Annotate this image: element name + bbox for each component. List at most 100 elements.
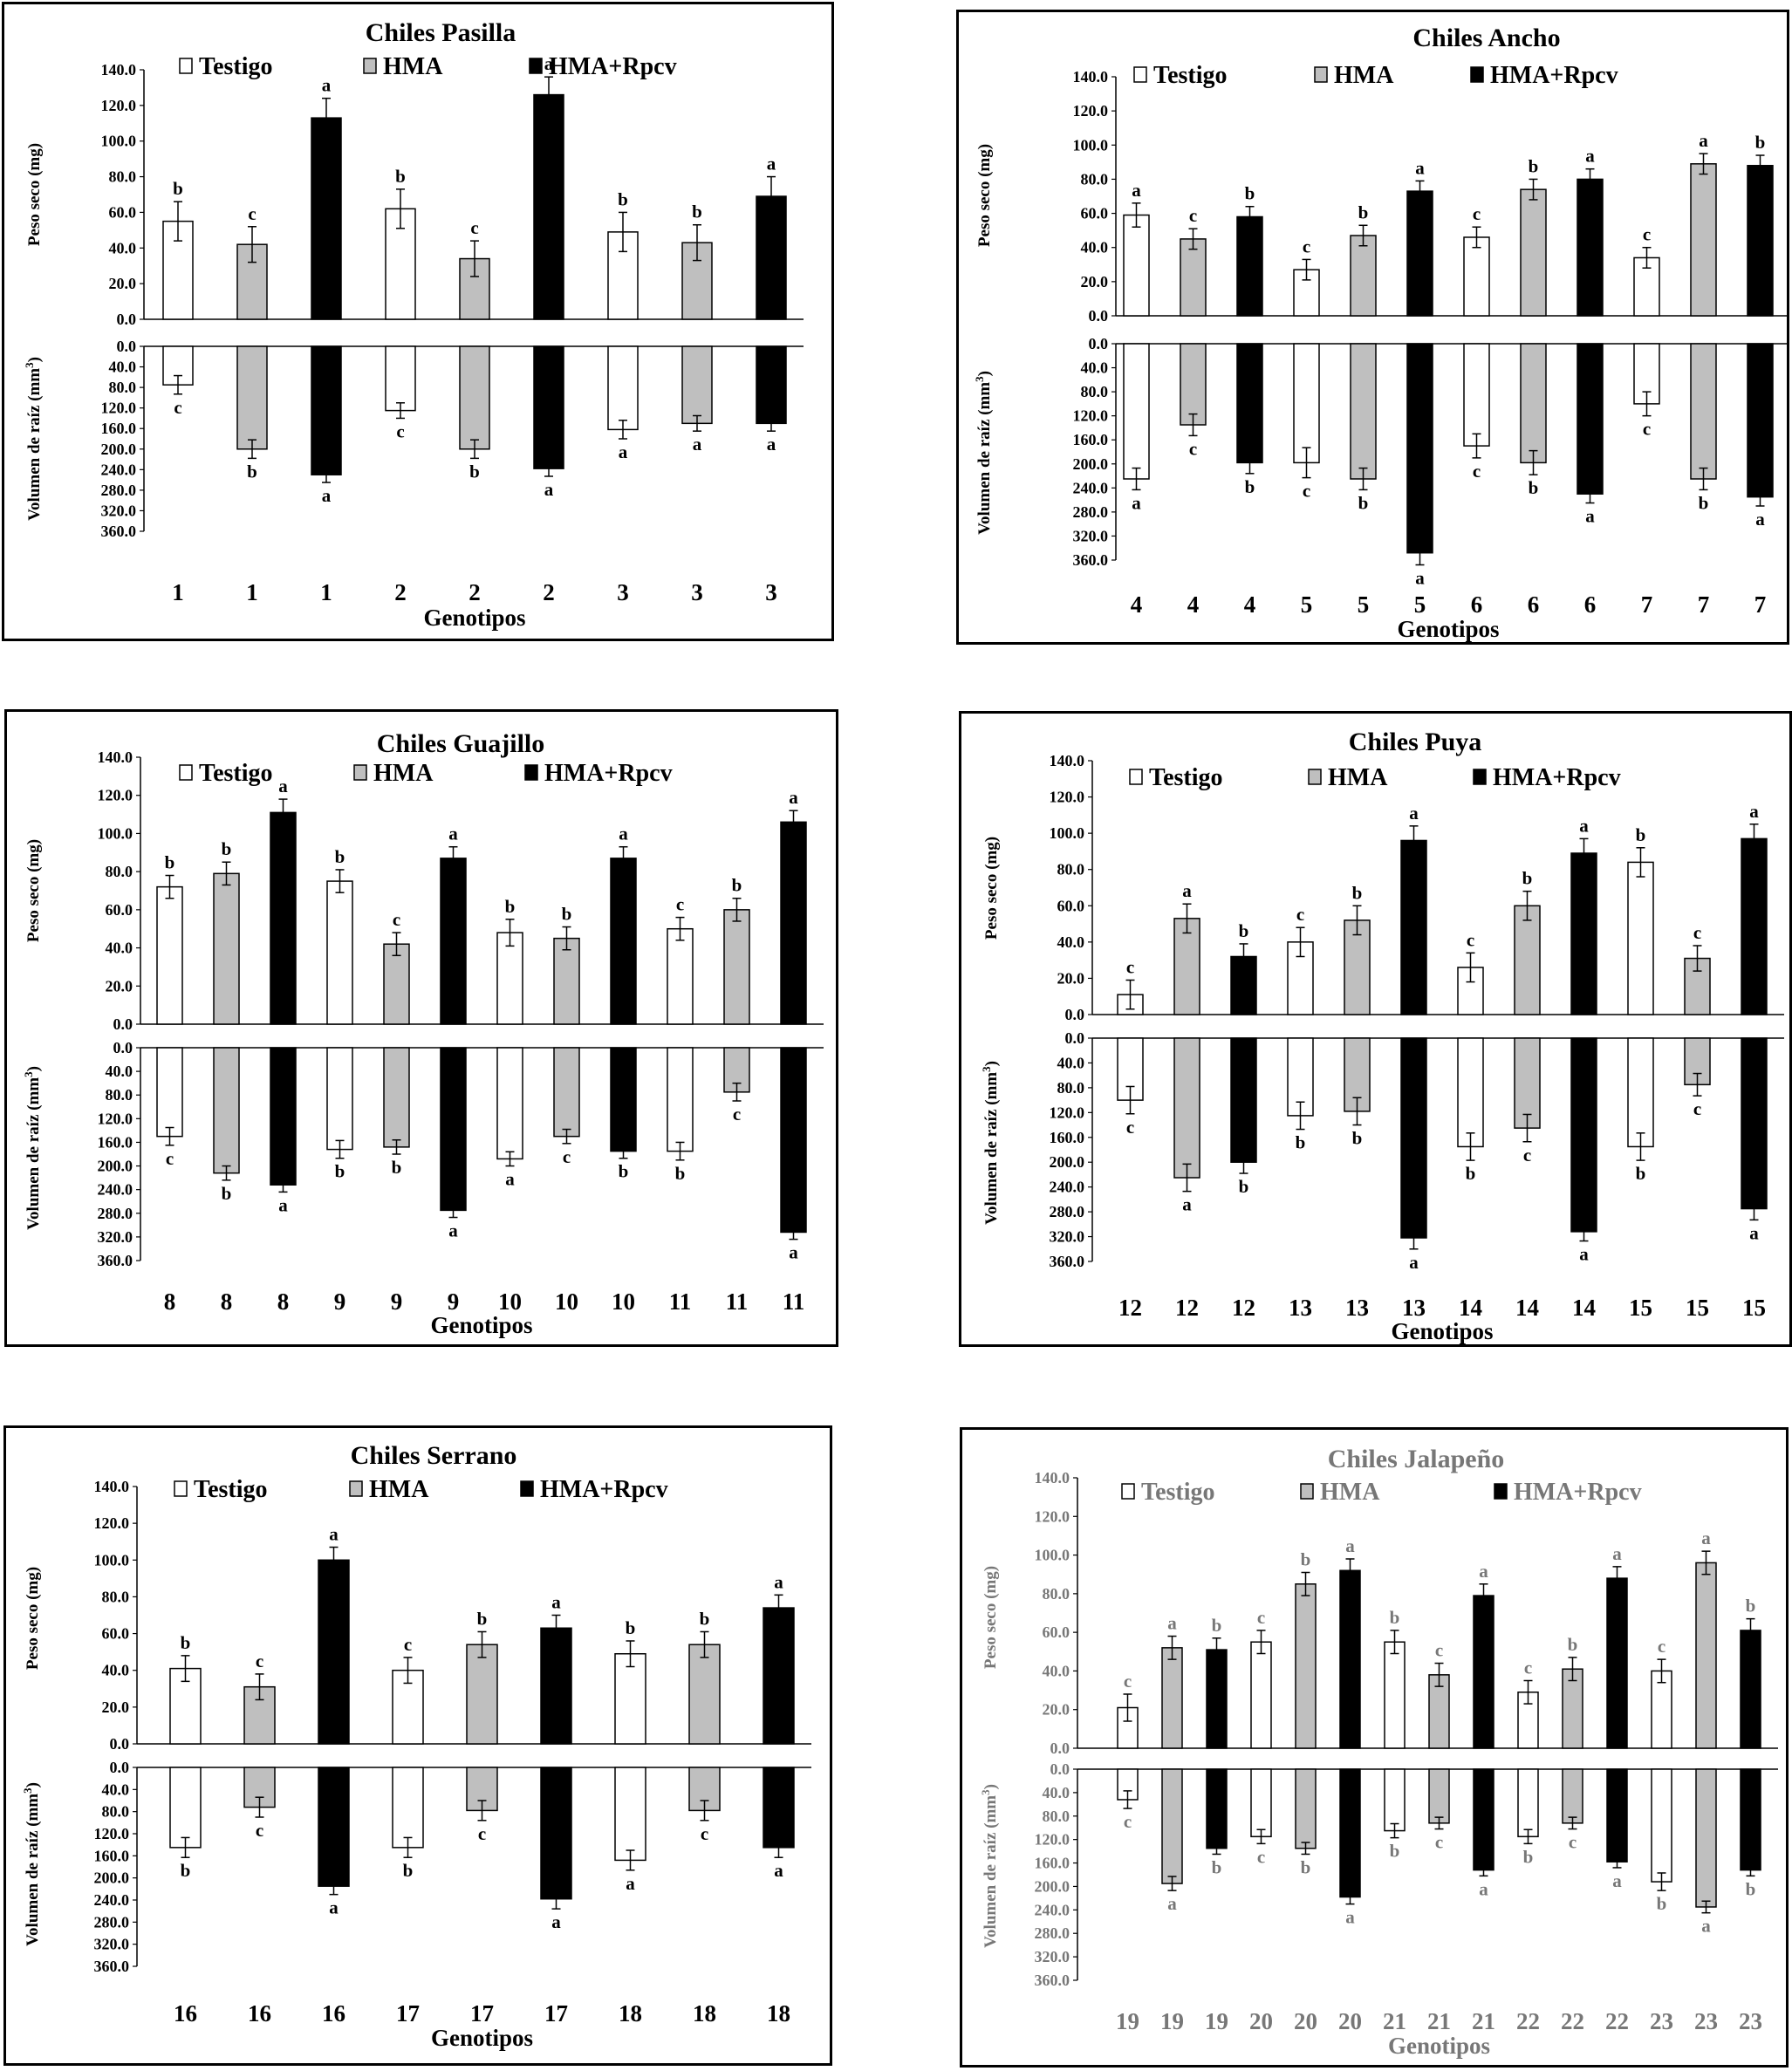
bar-peso-seco (156, 885, 183, 1025)
sig-letter-volumen-raiz: a (789, 1242, 798, 1263)
legend-swatch-1 (349, 1480, 363, 1497)
x-tick-label: 13 (1402, 1295, 1426, 1321)
bottom-y-tick-label: 120.0 (98, 1110, 133, 1127)
bottom-y-tick-label: 80.0 (106, 1086, 133, 1104)
bar-peso-seco (1606, 1577, 1628, 1749)
top-y-tick-label: 60.0 (106, 901, 133, 919)
x-tick-label: 21 (1427, 2008, 1451, 2034)
bottom-y-tick-label: 200.0 (1035, 1877, 1070, 1895)
sig-letter-peso-seco: c (248, 203, 256, 224)
bottom-y-tick-label: 200.0 (1073, 455, 1109, 473)
sig-letter-peso-seco: b (335, 846, 345, 867)
bar-volumen-raiz (1457, 1037, 1484, 1148)
x-tick-label: 5 (1358, 591, 1370, 618)
sig-letter-peso-seco: a (1612, 1543, 1622, 1564)
bottom-y-tick-label: 160.0 (101, 420, 137, 437)
bar-peso-seco (780, 821, 807, 1025)
chart-title: Chiles Guajillo (377, 729, 545, 758)
bar-peso-seco (1350, 235, 1377, 317)
sig-letter-volumen-raiz: c (563, 1146, 571, 1167)
sig-letter-volumen-raiz: c (1569, 1832, 1577, 1853)
bar-volumen-raiz (780, 1047, 807, 1234)
legend-label-2: HMA+Rpcv (1490, 62, 1618, 89)
bar-volumen-raiz (1384, 1768, 1406, 1832)
sig-letter-volumen-raiz: b (1657, 1893, 1667, 1914)
bottom-y-tick-label: 160.0 (1035, 1855, 1070, 1872)
bar-volumen-raiz (1339, 1768, 1361, 1898)
sig-letter-peso-seco: c (1189, 205, 1197, 226)
chart-title: Chiles Pasilla (366, 18, 516, 47)
bar-volumen-raiz (213, 1047, 240, 1174)
sig-letter-volumen-raiz: b (247, 461, 257, 482)
bar-volumen-raiz (763, 1767, 795, 1849)
top-y-tick-label: 20.0 (1057, 969, 1085, 987)
sig-letter-volumen-raiz: a (544, 479, 554, 500)
x-tick-label: 7 (1698, 591, 1710, 618)
bar-volumen-raiz (496, 1047, 523, 1160)
bar-volumen-raiz (1463, 343, 1490, 447)
sig-letter-peso-seco: a (1479, 1561, 1488, 1582)
bottom-y-tick-label: 40.0 (1057, 1054, 1085, 1071)
sig-letter-peso-seco: b (505, 896, 516, 917)
bar-peso-seco (1690, 163, 1717, 317)
sig-letter-volumen-raiz: b (181, 1860, 191, 1881)
bottom-y-tick-label: 320.0 (94, 1936, 130, 1953)
sig-letter-peso-seco: b (173, 178, 183, 199)
x-tick-label: 3 (691, 579, 703, 605)
x-tick-label: 8 (164, 1288, 176, 1315)
top-y-tick-label: 20.0 (1043, 1701, 1070, 1719)
sig-letter-volumen-raiz: a (626, 1873, 635, 1894)
bottom-y-tick-label: 240.0 (98, 1181, 133, 1199)
bar-volumen-raiz (1520, 343, 1547, 464)
bottom-y-tick-label: 280.0 (1050, 1203, 1085, 1220)
top-y-tick-label: 120.0 (1073, 102, 1109, 120)
bottom-y-tick-label: 240.0 (1050, 1179, 1085, 1196)
sig-letter-volumen-raiz: b (619, 1161, 629, 1182)
x-tick-label: 15 (1629, 1295, 1652, 1321)
bar-peso-seco (667, 927, 694, 1025)
sig-letter-peso-seco: c (1693, 922, 1701, 943)
legend-label-2: HMA+Rpcv (549, 53, 677, 80)
sig-letter-volumen-raiz: a (505, 1169, 515, 1190)
top-y-tick-label: 100.0 (94, 1551, 130, 1569)
bottom-y-tick-label: 0.0 (1050, 1760, 1070, 1778)
bar-volumen-raiz (1406, 343, 1433, 554)
sig-letter-volumen-raiz: a (322, 485, 332, 506)
sig-letter-volumen-raiz: a (1409, 1252, 1419, 1273)
bar-peso-seco (1473, 1595, 1494, 1749)
bottom-y-label: Volumen de raíz (mm3) (973, 371, 995, 535)
bar-peso-seco (1161, 1647, 1183, 1749)
x-tick-label: 13 (1289, 1295, 1312, 1321)
panel-chiles-puya: Chiles Puya Testigo HMA HMA+Rpcv 140.0 120.0 1… (959, 711, 1792, 1347)
bottom-y-tick-label: 280.0 (101, 482, 137, 499)
sig-letter-volumen-raiz: b (1301, 1856, 1311, 1877)
sig-letter-volumen-raiz: b (1358, 492, 1369, 513)
x-tick-label: 10 (612, 1288, 635, 1315)
sig-letter-peso-seco: a (1132, 180, 1141, 201)
bottom-y-tick-label: 120.0 (1050, 1104, 1085, 1121)
sig-letter-peso-seco: a (774, 1571, 783, 1592)
sig-letter-volumen-raiz: c (1435, 1832, 1443, 1853)
bottom-y-tick-label: 360.0 (1035, 1972, 1070, 1989)
x-tick-label: 11 (669, 1288, 692, 1315)
sig-letter-peso-seco: b (700, 1608, 710, 1629)
bar-peso-seco (1627, 861, 1654, 1015)
legend-label-1: HMA (1328, 764, 1388, 791)
top-y-tick-label: 100.0 (98, 824, 133, 842)
bottom-y-label: Volumen de raíz (mm3) (21, 1782, 43, 1946)
bar-peso-seco (1339, 1569, 1361, 1749)
sig-letter-volumen-raiz: b (1746, 1878, 1756, 1899)
bar-volumen-raiz (169, 1767, 202, 1849)
bar-volumen-raiz (1695, 1768, 1717, 1908)
legend-label-2: HMA+Rpcv (540, 1476, 668, 1503)
bar-volumen-raiz (1690, 343, 1717, 480)
sig-letter-volumen-raiz: b (1636, 1163, 1646, 1184)
bar-volumen-raiz (156, 1047, 183, 1138)
panel-chiles-ancho: Chiles Ancho Testigo HMA HMA+Rpcv 140.0 120.0… (956, 10, 1789, 645)
x-tick-label: 14 (1515, 1295, 1539, 1321)
x-tick-label: 22 (1516, 2008, 1540, 2034)
sig-letter-volumen-raiz: a (278, 1194, 288, 1215)
x-tick-label: 5 (1301, 591, 1313, 618)
legend-swatch-2 (524, 764, 538, 781)
bar-volumen-raiz (1570, 1037, 1597, 1233)
